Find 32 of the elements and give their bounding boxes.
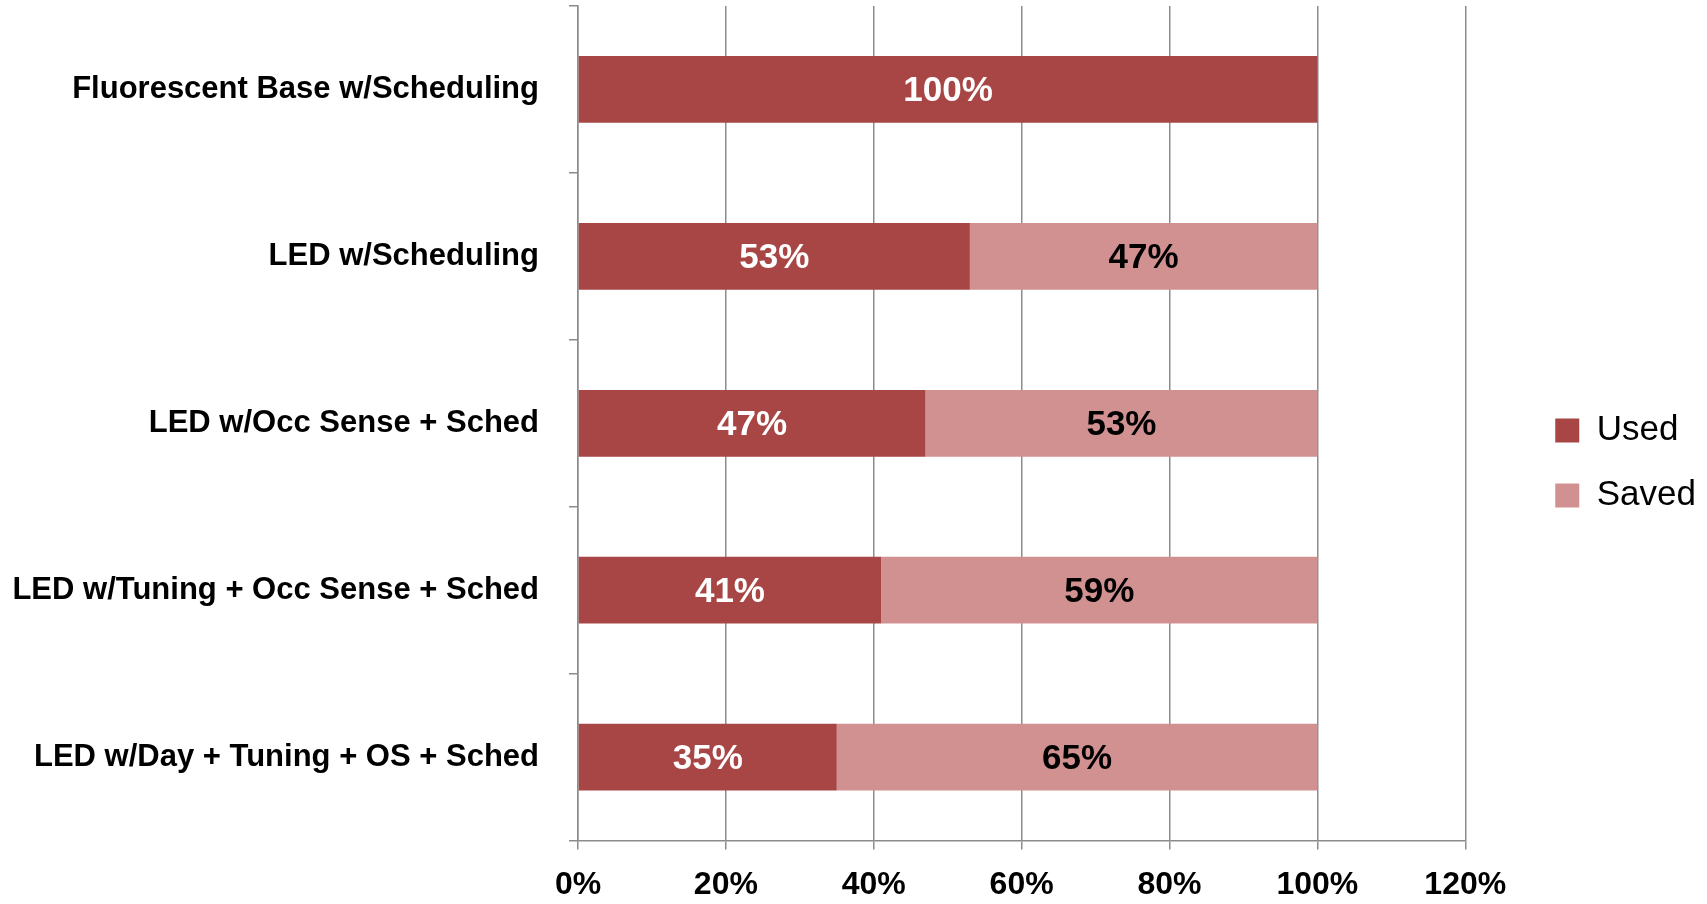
data-label: 47% [717,402,788,442]
data-label: 100% [903,69,993,109]
bar [578,389,926,457]
bar [881,556,1318,624]
x-tick-label: 80% [1137,864,1202,901]
legend-label: Used [1596,408,1679,448]
y-tick-label: LED w/Scheduling [268,236,539,272]
y-tick-label: LED w/Occ Sense + Sched [148,403,539,439]
x-tick-label: 20% [693,864,758,901]
bar [836,723,1318,791]
x-tick-label: 40% [841,864,906,901]
bar [578,723,837,791]
x-tick-label: 60% [989,864,1054,901]
data-label: 35% [672,736,743,776]
bar [578,556,882,624]
y-tick-label: LED w/Tuning + Occ Sense + Sched [12,570,539,606]
bar [578,56,1318,123]
data-label: 41% [694,569,765,609]
y-tick-label: LED w/Day + Tuning + OS + Sched [33,737,539,773]
data-label: 53% [1086,402,1157,442]
x-tick-label: 0% [554,864,602,901]
bar [925,389,1318,457]
bar [578,223,970,290]
data-label: 59% [1064,569,1135,609]
y-tick-label: Fluorescent Base w/Scheduling [72,70,539,106]
data-label: 65% [1042,736,1113,776]
x-tick-label: 100% [1276,864,1359,901]
legend-label: Saved [1596,473,1697,513]
data-label: 47% [1108,236,1179,276]
bar [969,223,1318,290]
data-label: 53% [739,236,810,276]
x-tick-label: 120% [1424,864,1507,901]
